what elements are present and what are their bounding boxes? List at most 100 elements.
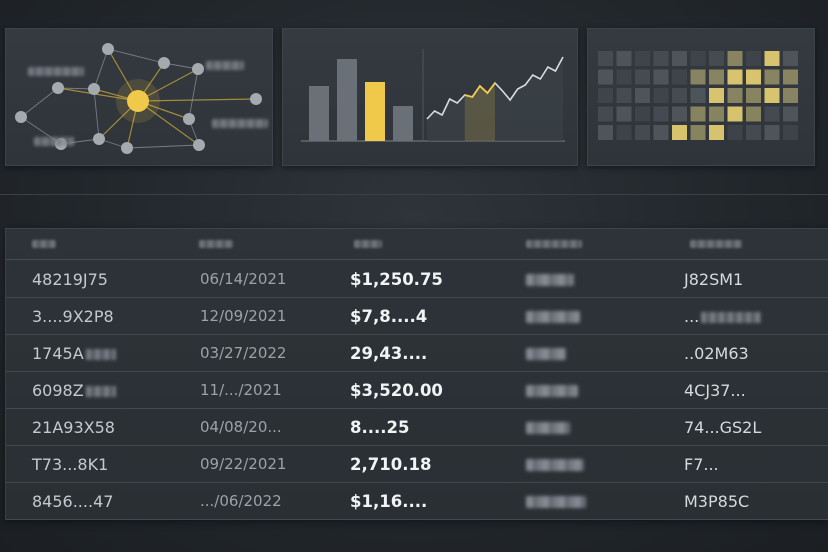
heatmap-cell	[783, 125, 798, 140]
column-header-date[interactable]	[199, 240, 233, 248]
heatmap-cell	[653, 125, 669, 140]
row-code: 74...GS2L	[684, 409, 761, 446]
heatmap-cell	[616, 106, 632, 122]
table-row[interactable]: 6098Z 11/.../2021 $3,520.00 4CJ37...	[6, 372, 828, 409]
heatmap-cell	[727, 88, 743, 103]
row-date-text: 12/09/2021	[200, 307, 287, 325]
heatmap-cell	[598, 88, 613, 103]
row-date: 12/09/2021	[200, 298, 286, 335]
table-row[interactable]: 21A93X58 04/08/20... 8....25 74...GS2L	[6, 409, 828, 446]
heatmap-cell	[653, 106, 669, 122]
graph-node	[93, 133, 105, 145]
graph-node	[88, 83, 100, 95]
row-id-text: 8456....47	[32, 492, 114, 511]
row-code-text: 4CJ37...	[684, 381, 746, 400]
row-amount: $7,8....4	[350, 298, 427, 335]
graph-edge	[57, 87, 95, 90]
graph-node	[121, 142, 133, 154]
heatmap-cell	[764, 88, 780, 103]
heatmap-cell	[690, 69, 706, 85]
heatmap-cell	[727, 106, 743, 122]
row-code: F7...	[684, 446, 719, 483]
row-date-text: 11/.../2021	[200, 381, 282, 399]
table-row[interactable]: T73...8K1 09/22/2021 2,710.18 F7...	[6, 446, 828, 483]
row-amount: 29,43....	[350, 335, 427, 372]
heatmap-cell	[653, 69, 669, 85]
table-row[interactable]: 1745A 03/27/2022 29,43.... ..02M63	[6, 335, 828, 372]
heatmap-cell	[746, 51, 761, 66]
row-date-text: 06/14/2021	[200, 270, 287, 288]
row-amount-text: 2,710.18	[350, 455, 432, 474]
section-divider	[0, 194, 828, 195]
bar	[337, 59, 357, 141]
graph-edge	[57, 87, 139, 102]
heatmap-cell	[598, 106, 613, 122]
redacted-cell	[526, 496, 586, 508]
table-row[interactable]: 8456....47 .../06/2022 $1,16.... M3P85C	[6, 483, 828, 520]
graph-edge	[93, 88, 100, 140]
row-date: .../06/2022	[200, 483, 282, 520]
row-code: J82SM1	[684, 261, 743, 298]
line-area	[427, 57, 563, 141]
bar-line-chart-panel[interactable]	[282, 28, 578, 166]
row-code: ..02M63	[684, 335, 749, 372]
heatmap-cell	[690, 106, 706, 122]
redacted-cell	[526, 459, 584, 471]
graph-center-node	[127, 90, 149, 112]
row-date: 04/08/20...	[200, 409, 282, 446]
row-code-text: 74...GS2L	[684, 418, 762, 437]
heatmap-cell	[690, 125, 706, 140]
row-id-text: 48219J75	[32, 270, 108, 289]
row-amount: 2,710.18	[350, 446, 431, 483]
heatmap-cell	[616, 69, 632, 85]
heatmap-cell	[690, 88, 706, 103]
column-header-masked[interactable]	[526, 240, 582, 248]
heatmap-cell	[616, 125, 632, 140]
row-code: 4CJ37...	[684, 372, 746, 409]
row-date-text: 03/27/2022	[200, 344, 287, 362]
column-header-amount[interactable]	[354, 240, 382, 248]
graph-node	[250, 93, 262, 105]
table-row[interactable]: 3....9X2P8 12/09/2021 $7,8....4...	[6, 298, 828, 335]
heatmap-chart	[598, 51, 798, 140]
row-code-text: F7...	[684, 455, 719, 474]
redacted-cell	[526, 385, 578, 397]
row-code: ...	[684, 298, 762, 335]
row-date: 09/22/2021	[200, 446, 286, 483]
row-id-text: 6098Z	[32, 381, 84, 400]
network-graph-panel[interactable]	[5, 28, 273, 166]
bar	[309, 86, 329, 141]
heatmap-cell	[635, 51, 650, 66]
graph-node	[193, 139, 205, 151]
heatmap-cell	[709, 106, 724, 122]
row-code: M3P85C	[684, 483, 749, 520]
row-date: 06/14/2021	[200, 261, 286, 298]
node-label	[206, 61, 244, 70]
heatmap-cell	[672, 69, 687, 85]
heatmap-cell	[598, 51, 613, 66]
heatmap-cell	[635, 106, 650, 122]
bar-line-chart	[301, 49, 565, 142]
column-header-id[interactable]	[32, 240, 56, 248]
heatmap-panel[interactable]	[587, 28, 815, 166]
heatmap-cell	[764, 51, 780, 66]
heatmap-cell	[746, 125, 761, 140]
heatmap-cell	[783, 88, 798, 103]
heatmap-cell	[616, 88, 632, 103]
line-highlight-area	[464, 83, 495, 141]
row-id-text: T73...8K1	[32, 455, 109, 474]
redacted-smudge	[85, 349, 116, 360]
row-amount-text: $7,8....4	[350, 307, 428, 326]
row-id: 1745A	[32, 335, 116, 372]
column-header-code[interactable]	[690, 240, 742, 248]
heatmap-cell	[672, 125, 687, 140]
heatmap-cell	[727, 51, 743, 66]
graph-node	[15, 111, 27, 123]
node-label	[212, 119, 268, 128]
heatmap-cell	[709, 125, 724, 140]
table-row[interactable]: 48219J75 06/14/2021 $1,250.75 J82SM1	[6, 261, 828, 298]
graph-edge	[137, 98, 257, 102]
heatmap-cell	[635, 88, 650, 103]
row-id: 6098Z	[32, 372, 116, 409]
